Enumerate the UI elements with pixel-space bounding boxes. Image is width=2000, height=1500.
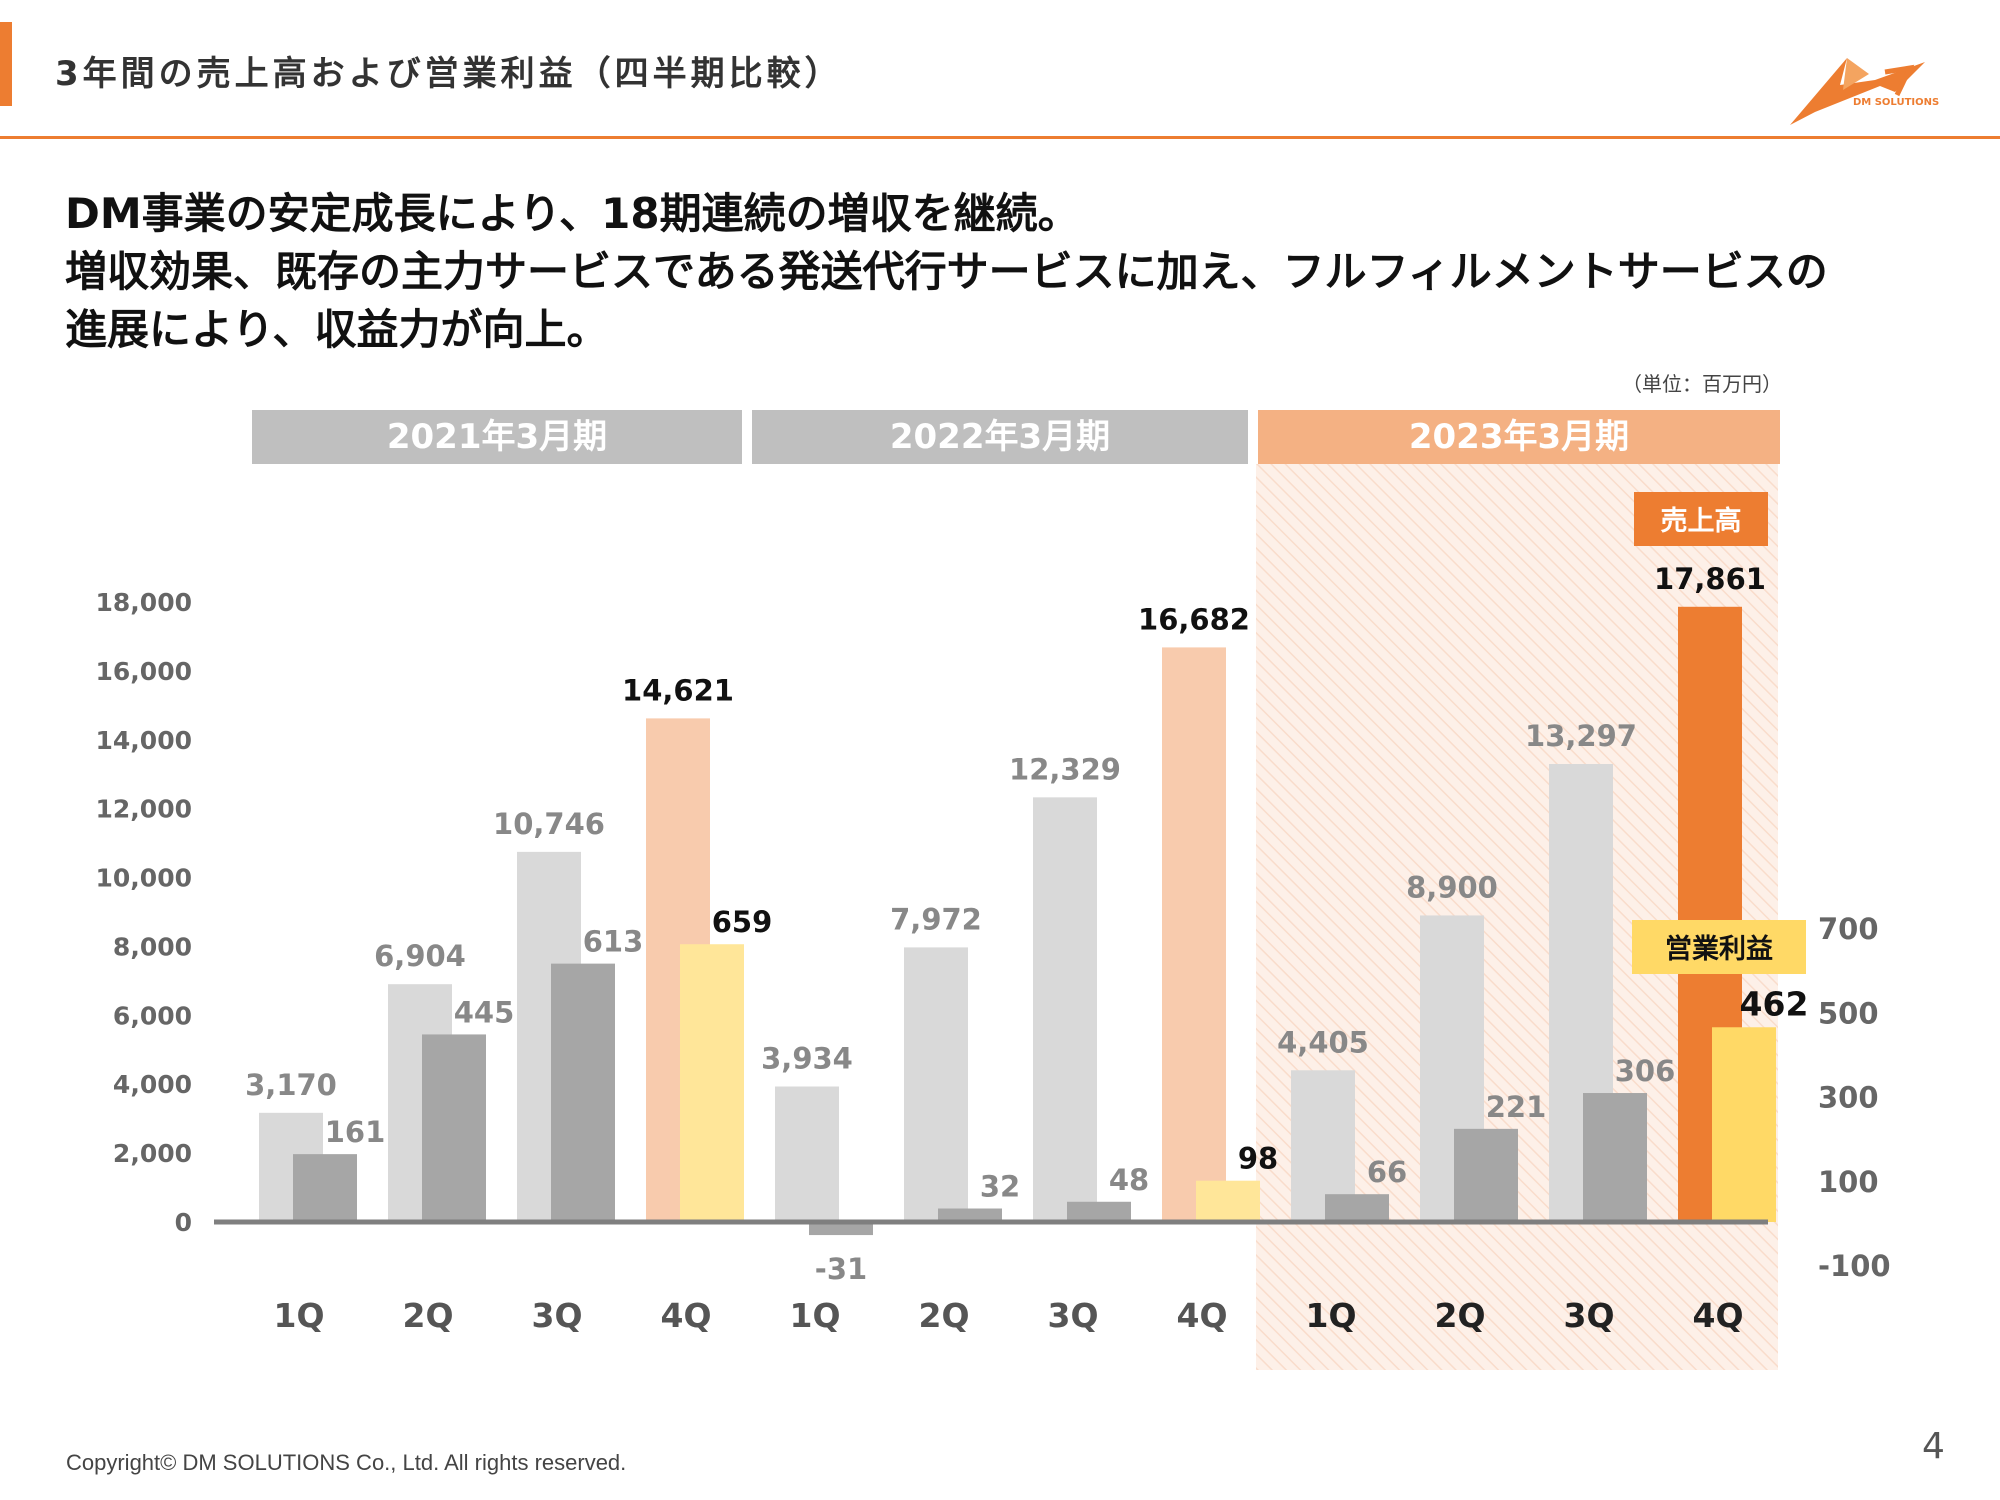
profit-bar [293, 1154, 357, 1222]
revenue-value-label: 12,329 [1009, 752, 1121, 786]
profit-bar [422, 1034, 486, 1222]
revenue-bar [1033, 797, 1097, 1222]
period-banner [752, 410, 1248, 464]
unit-label: （単位：百万円） [1622, 372, 1782, 396]
category-label: 1Q [273, 1296, 324, 1335]
headline-line-3: 進展により、収益力が向上。 [65, 305, 609, 354]
y-left-tick-label: 0 [175, 1208, 192, 1237]
category-label: 1Q [789, 1296, 840, 1335]
y-left-tick-label: 4,000 [113, 1070, 192, 1099]
company-logo [1790, 58, 1925, 125]
category-label: 3Q [1047, 1296, 1098, 1335]
profit-value-label: 32 [980, 1170, 1020, 1204]
y-right-tick-label: 300 [1818, 1081, 1879, 1115]
period-banner-label: 2022年3月期 [890, 417, 1110, 457]
legend-revenue-tag [1634, 492, 1768, 546]
category-label: 4Q [1176, 1296, 1227, 1335]
legend-revenue-label: 売上高 [1661, 505, 1742, 537]
revenue-value-label: 14,621 [622, 673, 734, 707]
profit-bar [938, 1208, 1002, 1222]
category-label: 4Q [1692, 1296, 1743, 1335]
category-label: 2Q [1434, 1296, 1485, 1335]
revenue-value-label: 8,900 [1406, 870, 1498, 904]
y-right-tick-label: -100 [1818, 1249, 1891, 1283]
title-accent-bar [0, 22, 12, 106]
revenue-value-label: 13,297 [1525, 719, 1637, 753]
profit-value-label: 613 [583, 925, 644, 959]
profit-bar [1325, 1194, 1389, 1222]
revenue-bar [904, 947, 968, 1222]
y-left-tick-label: 6,000 [113, 1001, 192, 1030]
profit-bar [1712, 1027, 1776, 1222]
y-left-tick-label: 14,000 [96, 726, 192, 755]
legend-profit-tag [1632, 920, 1806, 974]
profit-value-label: 98 [1238, 1142, 1278, 1176]
profit-bar [1583, 1093, 1647, 1222]
profit-value-label: 161 [325, 1115, 386, 1149]
revenue-value-label: 4,405 [1277, 1025, 1369, 1059]
category-label: 3Q [1563, 1296, 1614, 1335]
profit-bar [1454, 1128, 1518, 1222]
period-banner [252, 410, 742, 464]
revenue-value-label: 3,170 [245, 1068, 337, 1102]
profit-bar [1196, 1180, 1260, 1222]
profit-bar [809, 1222, 873, 1236]
profit-value-label: 221 [1486, 1090, 1547, 1124]
revenue-value-label: 10,746 [493, 807, 605, 841]
y-right-tick-label: 100 [1818, 1165, 1879, 1199]
y-right-tick-label: 700 [1818, 912, 1879, 946]
revenue-value-label: 7,972 [890, 902, 982, 936]
profit-value-label: 48 [1109, 1163, 1149, 1197]
period-banner [1258, 410, 1780, 464]
legend-profit-label: 営業利益 [1665, 933, 1773, 965]
logo-text: DM SOLUTIONS [1853, 97, 1940, 108]
revenue-bar [775, 1086, 839, 1222]
copyright-text: Copyright© DM SOLUTIONS Co., Ltd. All ri… [66, 1450, 627, 1475]
header-divider [0, 136, 2000, 139]
revenue-value-label: 3,934 [761, 1041, 853, 1075]
profit-bar [551, 963, 615, 1222]
y-left-tick-label: 8,000 [113, 932, 192, 961]
category-label: 1Q [1305, 1296, 1356, 1335]
y-right-tick-label: 500 [1818, 996, 1879, 1030]
category-label: 2Q [918, 1296, 969, 1335]
y-left-tick-label: 10,000 [96, 864, 192, 893]
headline-line-1: DM事業の安定成長により、18期連続の増収を継続。 [65, 189, 1080, 238]
profit-value-label: 445 [454, 995, 515, 1029]
period-banner-label: 2023年3月期 [1409, 417, 1629, 457]
category-label: 4Q [660, 1296, 711, 1335]
y-left-tick-label: 12,000 [96, 795, 192, 824]
revenue-value-label: 16,682 [1138, 602, 1250, 636]
y-left-tick-label: 2,000 [113, 1139, 192, 1168]
revenue-value-label: 6,904 [374, 939, 466, 973]
category-label: 3Q [531, 1296, 582, 1335]
page-title: 3年間の売上高および営業利益（四半期比較） [55, 54, 843, 94]
profit-value-label: 659 [712, 905, 773, 939]
revenue-bar [1162, 647, 1226, 1222]
profit-bar [1067, 1201, 1131, 1222]
revenue-value-label: 17,861 [1654, 562, 1766, 596]
y-left-tick-label: 18,000 [96, 588, 192, 617]
profit-value-label: 306 [1615, 1054, 1676, 1088]
category-label: 2Q [402, 1296, 453, 1335]
page-number: 4 [1922, 1426, 1945, 1467]
profit-value-label: 462 [1740, 984, 1809, 1023]
profit-value-label: 66 [1367, 1155, 1407, 1189]
headline-line-2: 増収効果、既存の主力サービスである発送代行サービスに加え、フルフィルメントサービ… [65, 247, 1828, 296]
profit-value-label: -31 [815, 1252, 867, 1286]
y-left-tick-label: 16,000 [96, 657, 192, 686]
profit-bar [680, 944, 744, 1222]
period-banner-label: 2021年3月期 [387, 417, 607, 457]
